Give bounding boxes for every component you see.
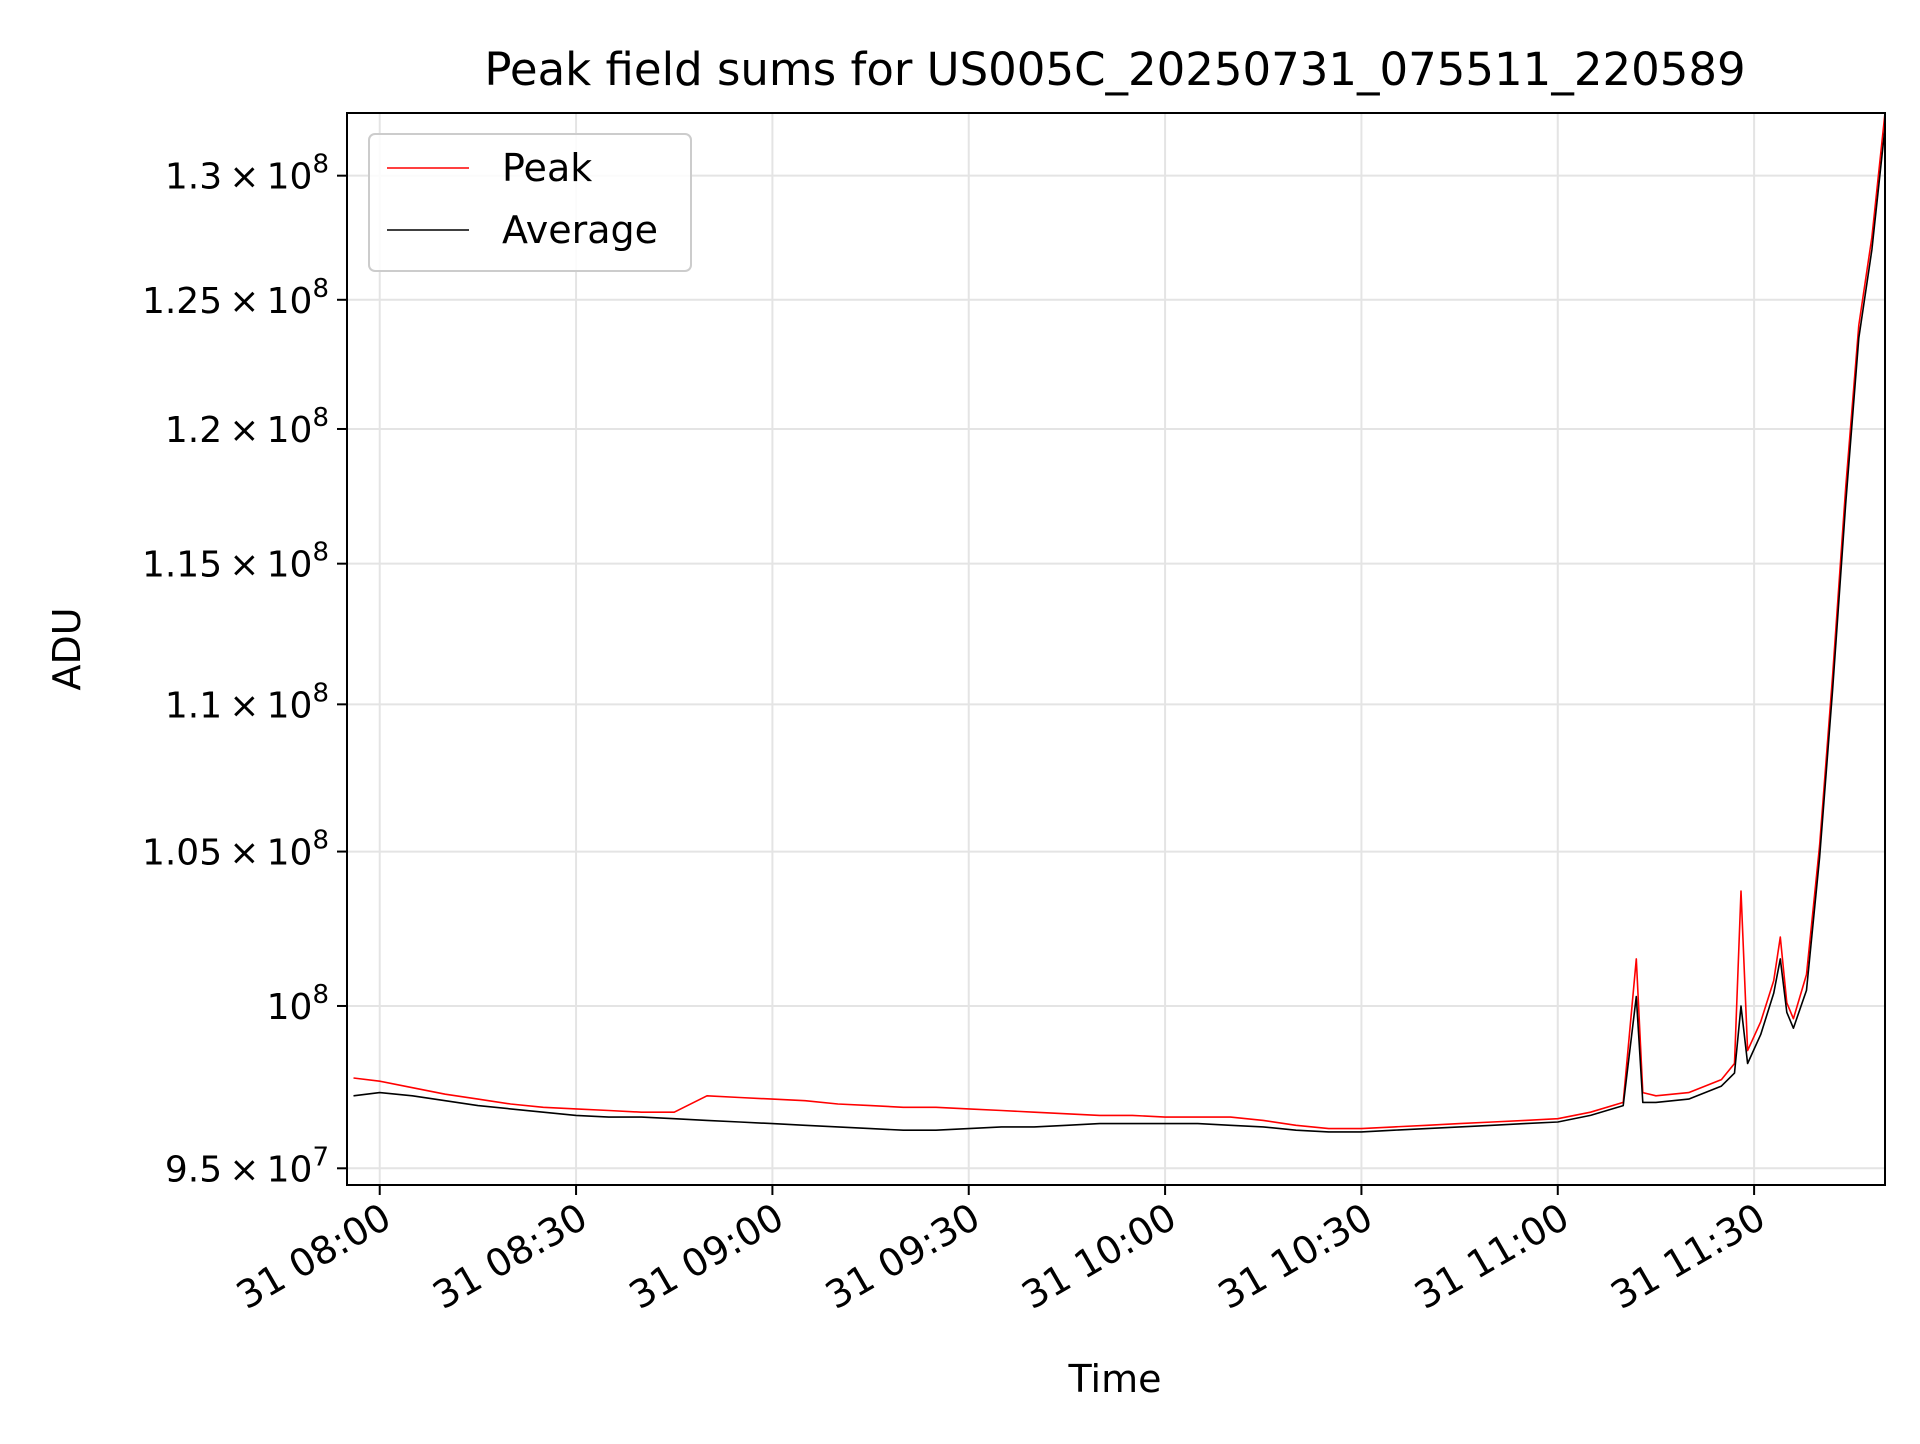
x-axis-label: Time (1068, 1357, 1162, 1401)
y-tick-label: 1.25 × 108 (142, 274, 329, 322)
y-tick-label: 108 (267, 980, 329, 1028)
series-line-peak (353, 112, 1886, 1130)
chart-title: Peak field sums for US005C_20250731_0755… (484, 43, 1745, 96)
y-axis: 9.5 × 107 108 1.05 × 108 1.1 × 108 1.15 × 10… (142, 150, 347, 1190)
y-tick-label: 1.3 × 108 (165, 150, 329, 198)
y-tick-label: 1.2 × 108 (165, 403, 329, 451)
series-line-average (353, 127, 1886, 1133)
legend-label-average: Average (502, 208, 658, 252)
plot-frame (346, 112, 1886, 1186)
grid (347, 113, 1885, 1185)
y-axis-label: ADU (45, 607, 89, 690)
y-tick-label: 1.15 × 108 (142, 538, 329, 586)
series-group (353, 112, 1886, 1133)
y-tick-label: 1.05 × 108 (142, 826, 329, 874)
y-tick-label: 1.1 × 108 (165, 678, 329, 726)
y-tick-label: 9.5 × 107 (165, 1142, 329, 1190)
legend-label-peak: Peak (502, 146, 592, 190)
legend: Peak Average (368, 133, 692, 272)
